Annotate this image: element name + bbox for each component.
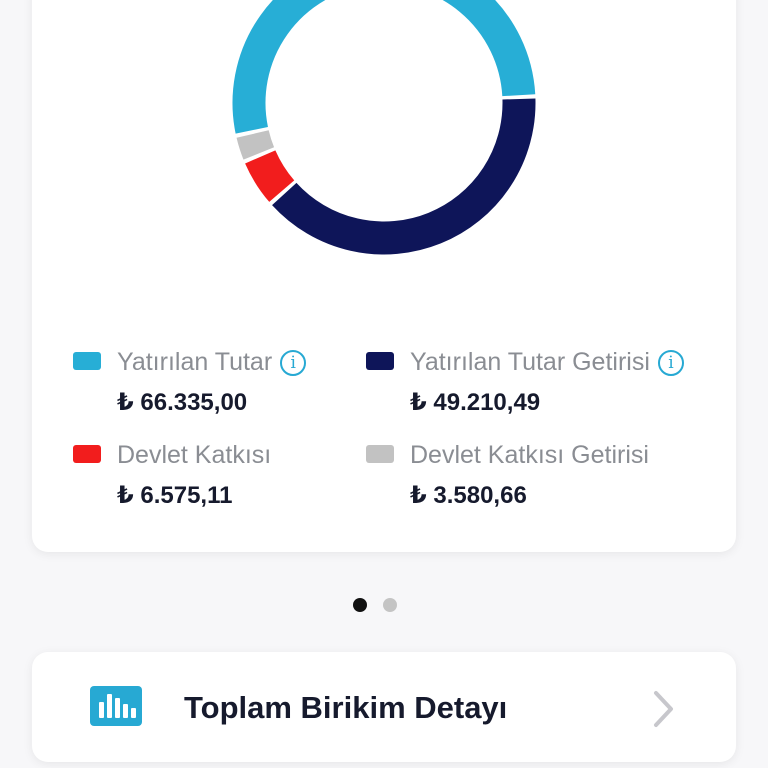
legend-swatch [73,445,101,463]
legend-value: 49.210,49 [433,389,541,416]
savings-donut-chart [232,0,536,255]
page-dot[interactable] [353,598,367,612]
chevron-right-icon [654,691,673,727]
legend-value: 6.575,11 [140,482,233,509]
info-icon[interactable]: i [657,350,684,376]
currency-symbol: ₺ [410,389,427,416]
donut-segment-devlet-katkısı-getirisi [236,129,275,160]
info-icon[interactable]: i [280,350,307,376]
legend-value: 3.580,66 [433,482,527,509]
legend-label: Devlet Katkısı Getirisi [410,441,649,469]
legend-label: Devlet Katkısı [117,441,272,469]
donut-segment-yatırılan-tutar-getirisi [272,98,536,255]
legend-label: Yatırılan Tutar [117,348,273,376]
donut-segment-devlet-katkısı [245,149,295,202]
currency-symbol: ₺ [117,482,134,509]
savings-summary-card: Yatırılan Tutar i ₺ 66.335,00 Yatırılan T… [32,0,736,552]
legend-swatch [366,352,394,370]
legend-swatch [73,352,101,370]
legend-label: Yatırılan Tutar Getirisi [410,348,650,376]
donut-segment-yatırılan-tutar [232,0,536,134]
total-savings-detail-row[interactable]: Toplam Birikim Detayı [32,652,736,762]
detail-title: Toplam Birikim Detayı [184,690,508,725]
currency-symbol: ₺ [117,389,134,416]
legend-swatch [366,445,394,463]
bar-chart-icon [90,686,142,726]
currency-symbol: ₺ [410,482,427,509]
legend-value: 66.335,00 [140,389,248,416]
page-dot[interactable] [383,598,397,612]
